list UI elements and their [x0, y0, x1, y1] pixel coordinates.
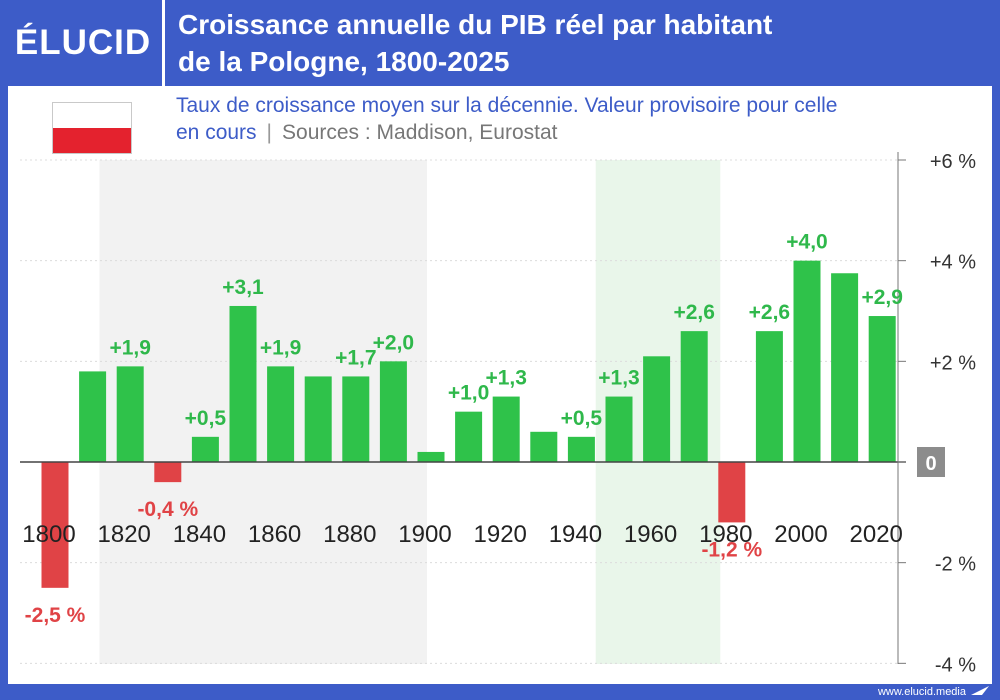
- sources-text: Sources : Maddison, Eurostat: [282, 121, 558, 144]
- x-tick-label-2020: 2020: [850, 521, 903, 548]
- y-tick-label-4: -2 %: [935, 554, 976, 576]
- bar-1870: [304, 376, 332, 462]
- data-label-1970: +2,6: [673, 301, 714, 324]
- bar-1980: [718, 462, 746, 523]
- x-tick-label-1980: 1980: [699, 521, 752, 548]
- bar-1920: [492, 396, 520, 462]
- title-line-1: Croissance annuelle du PIB réel par habi…: [178, 9, 773, 40]
- bar-1830: [154, 462, 182, 483]
- y-tick-label-5: -4 %: [935, 654, 976, 676]
- data-label-1860: +1,9: [260, 336, 301, 359]
- x-tick-label-1880: 1880: [323, 521, 376, 548]
- poland-flag-icon: [52, 102, 132, 154]
- data-label-1820: +1,9: [109, 336, 150, 359]
- bar-1900: [417, 451, 445, 462]
- bar-1890: [379, 361, 407, 462]
- data-label-1950: +1,3: [598, 367, 639, 390]
- x-tick-label-1840: 1840: [173, 521, 226, 548]
- bar-1990: [755, 331, 783, 462]
- title-line-2: de la Pologne, 1800-2025: [178, 46, 510, 77]
- bar-1910: [455, 411, 483, 462]
- x-tick-label-1860: 1860: [248, 521, 301, 548]
- data-label-1910: +1,0: [448, 382, 489, 405]
- subtitle-line-1: Taux de croissance moyen sur la décennie…: [176, 94, 838, 117]
- x-tick-label-1960: 1960: [624, 521, 677, 548]
- subtitle-line-2: en cours: [176, 121, 257, 144]
- bar-1930: [530, 431, 558, 462]
- bar-1850: [229, 305, 257, 462]
- subtitle-separator: |: [266, 121, 273, 144]
- bar-1800: [41, 462, 69, 588]
- data-label-1920: +1,3: [485, 367, 526, 390]
- y-tick-label-0: +6 %: [930, 151, 976, 173]
- x-tick-label-1900: 1900: [398, 521, 451, 548]
- bar-1960: [643, 356, 671, 462]
- bar-1810: [79, 371, 107, 462]
- data-label-1800: -2,5 %: [25, 604, 86, 627]
- data-label-2020: +2,9: [861, 286, 902, 309]
- data-label-1840: +0,5: [185, 407, 227, 430]
- data-label-1980: -1,2 %: [701, 538, 762, 561]
- data-label-1990: +2,6: [749, 301, 790, 324]
- data-label-1850: +3,1: [222, 276, 264, 299]
- logo-divider: [162, 0, 165, 86]
- y-tick-label-1: +4 %: [930, 252, 976, 274]
- x-tick-label-1940: 1940: [549, 521, 602, 548]
- elucid-logo: ÉLUCID: [14, 23, 152, 62]
- bar-1860: [267, 366, 295, 462]
- chart-title: Croissance annuelle du PIB réel par habi…: [178, 6, 978, 80]
- x-tick-label-1920: 1920: [474, 521, 527, 548]
- y-tick-label-0: 0: [925, 453, 936, 475]
- bar-2000: [793, 260, 821, 462]
- shaded-period-0: [99, 160, 428, 664]
- bar-2020: [868, 316, 896, 462]
- bar-1840: [191, 436, 219, 462]
- bar-2010: [831, 273, 859, 462]
- chart-subtitle: Taux de croissance moyen sur la décennie…: [176, 92, 986, 146]
- bar-1970: [680, 331, 708, 462]
- x-tick-label-1800: 1800: [22, 521, 75, 548]
- bar-1820: [116, 366, 144, 462]
- data-label-2000: +4,0: [786, 231, 827, 254]
- bar-1940: [567, 436, 595, 462]
- data-label-1940: +0,5: [561, 407, 603, 430]
- y-tick-label-2: +2 %: [930, 352, 976, 374]
- zero-label-box: [917, 447, 945, 477]
- data-label-1830: -0,4 %: [137, 498, 198, 521]
- bar-1880: [342, 376, 370, 462]
- footer-logo-icon: [971, 686, 989, 695]
- bar-1950: [605, 396, 633, 462]
- x-tick-label-2000: 2000: [774, 521, 827, 548]
- footer-url: www.elucid.media: [877, 686, 966, 698]
- data-label-1880: +1,7: [335, 346, 376, 369]
- data-label-1890: +2,0: [373, 331, 414, 354]
- x-tick-label-1820: 1820: [98, 521, 151, 548]
- header-bar: ÉLUCID Croissance annuelle du PIB réel p…: [0, 0, 1000, 86]
